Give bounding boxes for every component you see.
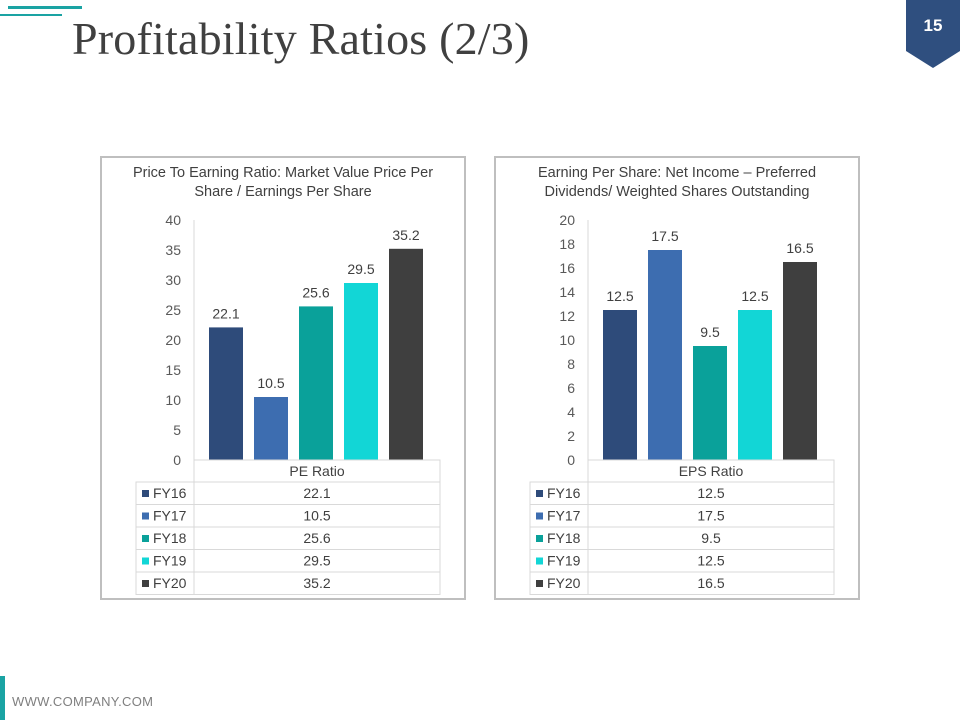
legend-swatch-fy19 [536,557,543,565]
y-tick-label: 8 [567,356,575,372]
y-tick-label: 5 [173,422,181,438]
bar-fy17 [648,250,682,460]
table-value: 29.5 [303,553,330,569]
legend-swatch-fy16 [142,490,149,497]
data-label: 12.5 [606,288,633,304]
footer-accent-bar [0,676,5,720]
y-tick-label: 10 [559,332,575,348]
data-label: 10.5 [257,375,284,391]
data-label: 25.6 [302,284,329,300]
eps-ratio-chart-plot: 0 2 4 6 8 10 12 14 16 18 20 12.5 17.5 9.5 12.5 16.5 EPS … [529,212,835,595]
y-tick-label: 25 [165,302,181,318]
legend-swatch-fy16 [536,490,543,497]
pe-ratio-chart-plot: 0 5 10 15 20 25 30 35 40 22.1 10.5 25.6 29.5 35.2 PE R… [135,212,441,595]
y-tick-label: 16 [559,260,575,276]
slide-title: Profitability Ratios (2/3) [72,13,530,64]
legend-label: FY16 [153,485,187,501]
bar-fy20 [783,262,817,460]
bar-fy19 [344,283,378,460]
accent-line-bottom [0,14,62,16]
table-value-cell [193,571,441,595]
accent-line-top [8,6,82,9]
table-value: 16.5 [697,575,724,591]
bar-fy16 [209,327,243,460]
page-number-badge: 15 [906,0,960,68]
table-value: 17.5 [697,508,724,524]
legend-label: FY18 [547,530,581,546]
table-value: 12.5 [697,553,724,569]
legend-label: FY17 [153,508,187,524]
legend-swatch-fy20 [142,580,149,587]
legend-label: FY17 [547,508,581,524]
footer-website: WWW.COMPANY.COM [12,694,154,709]
legend-label: FY20 [547,575,581,591]
pe-ratio-chart: Price To Earning Ratio: Market Value Pri… [100,156,466,600]
table-value: 22.1 [303,485,330,501]
table-category-header: PE Ratio [289,463,344,479]
y-tick-label: 2 [567,428,575,444]
y-tick-label: 6 [567,380,575,396]
table-value: 35.2 [303,575,330,591]
legend-swatch-fy18 [536,535,543,542]
y-tick-label: 20 [559,212,575,228]
y-tick-label: 15 [165,362,181,378]
eps-ratio-chart: Earning Per Share: Net Income – Preferre… [494,156,860,600]
table-value: 10.5 [303,508,330,524]
legend-label: FY19 [153,553,187,569]
data-label: 9.5 [700,324,720,340]
chart-title: Earning Per Share: Net Income – Preferre… [496,164,858,202]
data-label: 12.5 [741,288,768,304]
legend-swatch-fy18 [142,535,149,542]
chart-title-line-1: Earning Per Share: Net Income – Preferre… [537,165,817,181]
y-tick-label: 14 [559,284,575,300]
table-value: 9.5 [701,530,721,546]
legend-label: FY20 [153,575,187,591]
legend-swatch-fy17 [536,512,543,520]
legend-label: FY18 [153,530,187,546]
bar-fy20 [389,248,423,460]
chart-title-line-2: Share / Earnings Per Share [194,184,372,200]
data-label: 17.5 [651,228,678,244]
bar-fy18 [299,306,333,460]
legend-swatch-fy20 [536,580,543,587]
y-tick-label: 35 [165,242,181,258]
chart-title-line-1: Price To Earning Ratio: Market Value Pri… [132,165,434,181]
y-tick-label: 40 [165,212,181,228]
bar-fy16 [603,310,637,460]
y-tick-label: 18 [559,236,575,252]
chart-title: Price To Earning Ratio: Market Value Pri… [102,164,464,202]
table-value: 12.5 [697,485,724,501]
data-label: 16.5 [786,240,813,256]
data-label: 29.5 [347,261,374,277]
table-value-cell [587,571,835,595]
table-category-header: EPS Ratio [679,463,744,479]
bar-fy19 [738,310,772,460]
data-label: 22.1 [212,305,239,321]
y-tick-label: 10 [165,392,181,408]
legend-swatch-fy19 [142,557,149,565]
y-tick-label: 4 [567,404,575,420]
data-label: 35.2 [392,227,419,243]
bar-fy18 [693,346,727,460]
page-number: 15 [923,16,943,35]
y-tick-label: 12 [559,308,575,324]
legend-swatch-fy17 [142,512,149,520]
bar-fy17 [254,397,288,460]
y-tick-label: 30 [165,272,181,288]
chart-title-line-2: Dividends/ Weighted Shares Outstanding [544,184,810,200]
y-tick-label: 0 [173,452,181,468]
y-tick-label: 20 [165,332,181,348]
table-value: 25.6 [303,530,330,546]
y-tick-label: 0 [567,452,575,468]
legend-label: FY16 [547,485,581,501]
legend-label: FY19 [547,553,581,569]
